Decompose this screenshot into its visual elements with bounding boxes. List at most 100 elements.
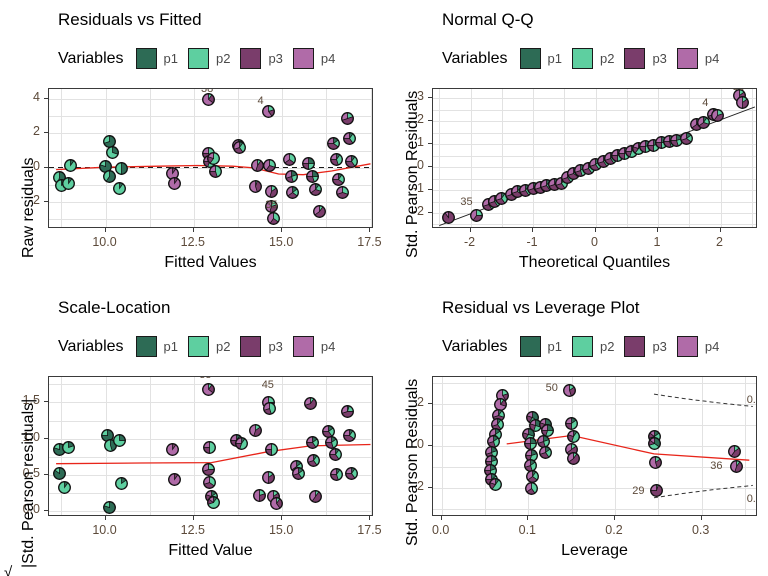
gridline-h [433,508,756,510]
gridline-v [370,89,372,227]
data-point [61,440,75,454]
x-axis-title-residual-vs-leverage: Leverage [561,542,628,559]
data-point [63,158,77,172]
x-tick-mark [192,228,194,232]
data-point [649,456,663,470]
legend-swatch-p3 [240,336,262,357]
legend-item-p3[interactable]: p3 [240,48,283,69]
x-tick-mark [440,516,442,520]
gridline-h [49,402,372,404]
y-tick-label: 4 [33,90,40,105]
legend-item-p2[interactable]: p2 [571,336,614,357]
legend-item-p1[interactable]: p1 [135,48,178,69]
data-point [265,443,279,456]
x-tick-label: 0.1 [518,523,537,537]
legend-item-p2[interactable]: p2 [571,48,614,69]
data-point [58,480,72,494]
legend-item-p1[interactable]: p1 [519,48,562,69]
data-point [166,443,180,456]
point-label-35: 35 [460,195,473,208]
gridline-v [61,89,63,227]
gridline-v [564,89,566,227]
data-point [342,132,356,145]
gridline-v [193,89,195,227]
gridline-v [370,377,372,515]
y-tick-mark [428,486,432,488]
gridline-h [433,144,756,146]
legend-label-p1: p1 [547,339,562,354]
data-point [265,200,279,214]
data-point [526,469,540,483]
y-tick-mark [428,444,432,446]
data-point [263,401,277,415]
legend-item-p4[interactable]: p4 [292,48,335,69]
legend-item-p1[interactable]: p1 [519,336,562,357]
y-tick-label: 0 [33,158,40,173]
legend-item-p1[interactable]: p1 [135,336,178,357]
legend-item-p3[interactable]: p3 [624,48,667,69]
legend-item-p3[interactable]: p3 [624,336,667,357]
data-point [525,482,539,496]
data-point [312,205,326,219]
gridline-v [439,89,441,227]
data-point [61,177,75,191]
x-tick-label: 0 [591,235,598,249]
data-point [167,472,181,486]
data-point [540,423,554,437]
x-tick-mark [369,516,371,520]
legend-item-p2[interactable]: p2 [187,336,231,357]
y-tick-label: 2 [417,395,424,410]
gridline-h [49,456,372,458]
data-point [102,170,116,184]
data-point [201,92,215,106]
y-tick-label: 1 [417,135,424,150]
data-point [203,475,217,489]
panel-title-normal-qq: Normal Q-Q [442,10,534,29]
legend-item-p3[interactable]: p3 [240,336,283,357]
data-point [282,152,296,166]
data-point [235,437,248,451]
data-point [249,179,263,193]
legend-item-p4[interactable]: p4 [676,336,719,357]
legend-swatch-p2 [187,48,209,69]
data-point [113,182,127,196]
panel-residual-vs-leverage: Residual vs Leverage Plot Variables p1 p2 p3… [384,288,768,576]
x-tick-mark [719,228,721,232]
legend-title: Variables [442,49,508,67]
data-point [341,111,354,125]
gridline-h [49,133,372,135]
y-tick-mark [428,166,432,168]
plot-area-scale-location: 38 45 [48,376,373,516]
data-point [263,159,277,173]
point-label-38: 38 [732,89,744,93]
data-point [342,428,356,442]
gridline-v [658,89,659,227]
x-axis-title-normal-qq: Theoretical Quantiles [518,254,671,271]
data-point [494,397,508,411]
plot-area-residuals-vs-fitted: 38 4 35 [48,88,373,228]
x-tick-mark [104,228,106,232]
data-point [206,496,220,509]
legend-label-p2: p2 [215,339,231,354]
y-tick-mark [428,97,432,99]
data-point [679,131,693,145]
x-tick-label: 0.3 [691,523,710,537]
legend-item-p2[interactable]: p2 [187,48,230,69]
y-tick-mark [428,403,432,405]
x-tick-mark [614,516,615,520]
legend-swatch-p1 [519,48,541,69]
gridline-h [49,511,372,513]
legend-item-p4[interactable]: p4 [676,48,719,69]
gridline-h [433,178,756,180]
y-tick-label: 2 [33,124,40,139]
data-point [523,437,537,451]
x-tick-mark [192,516,194,520]
y-tick-label: 0 [417,158,424,173]
legend-item-p4[interactable]: p4 [292,336,335,357]
data-point [696,115,710,129]
gridline-h [433,466,756,468]
data-point [335,185,349,199]
y-tick-label: -2 [28,192,40,207]
x-tick-mark [281,228,283,232]
